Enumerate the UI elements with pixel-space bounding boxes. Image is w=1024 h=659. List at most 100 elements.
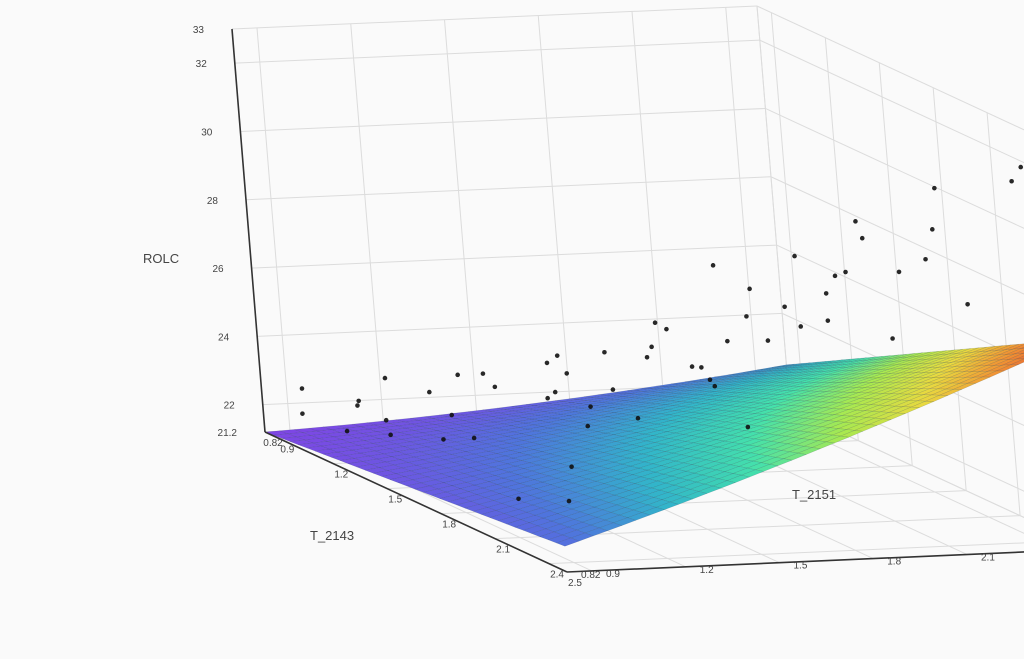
scatter-point (602, 349, 607, 355)
scatter-point (441, 437, 446, 442)
surface-cell (1002, 358, 1024, 366)
scatter-point (388, 432, 393, 438)
scatter-point (449, 412, 455, 418)
scatter-point (569, 464, 574, 470)
z-tick-label: 32 (196, 59, 208, 70)
surface-cell (612, 517, 637, 526)
scatter-point (745, 424, 751, 430)
scatter-point (455, 372, 460, 378)
scatter-point (585, 423, 591, 429)
scatter-point (554, 353, 560, 358)
surface-cell (655, 501, 680, 510)
surface-cell (1006, 348, 1024, 355)
scatter-point (825, 318, 831, 323)
scatter-point (552, 389, 558, 395)
grid-y-wall-1 (256, 27, 291, 431)
grid-x-wall-1 (770, 12, 805, 416)
axis-lines (231, 28, 1024, 573)
grid-z-sidewall-7 (231, 5, 758, 30)
scatter-above-surface (299, 164, 1024, 504)
scatter-point (299, 386, 305, 391)
grid-z-sidewall-2 (257, 312, 783, 337)
surface-cell (598, 522, 623, 532)
scatter-point (707, 377, 713, 382)
scatter-point (923, 256, 928, 262)
scatter-point (382, 375, 388, 381)
scatter-point (355, 403, 360, 408)
scatter-point (747, 286, 752, 292)
scatter-point (699, 365, 704, 370)
z-tick-label: 21.2 (218, 428, 238, 439)
scatter-point (1009, 178, 1014, 184)
scatter-point (843, 269, 848, 275)
y-tick-label: 1.2 (700, 565, 714, 576)
grid-z-sidewall-3 (251, 244, 777, 269)
grid-z-backwall-5 (765, 108, 1024, 229)
surface-cell (555, 537, 580, 547)
grid-z-sidewall-4 (245, 176, 772, 201)
surface-cell (740, 469, 765, 478)
scatter-point (782, 304, 787, 310)
x-tick-label: 1.5 (388, 495, 402, 506)
x-tick-label: 2.4 (550, 570, 564, 581)
x-tick-label: 0.82 (263, 438, 283, 449)
y-tick-label: 1.5 (794, 561, 808, 572)
y-tick-label: 0.9 (606, 569, 620, 580)
scatter-point (545, 395, 550, 401)
scatter-point (516, 496, 521, 502)
x-tick-label: 2.1 (496, 545, 510, 556)
scatter-point (765, 338, 771, 343)
scatter-point (588, 404, 593, 409)
scatter-point (383, 417, 389, 423)
surface-cell (897, 406, 920, 414)
scatter-point (710, 263, 716, 268)
scatter-point (566, 498, 572, 504)
grid-y-wall-2 (350, 23, 385, 427)
surface-cell (697, 485, 722, 494)
scatter-point (832, 273, 838, 279)
scatter-point (300, 411, 305, 416)
surface-cell (996, 364, 1019, 372)
z-tick-label: 28 (207, 196, 219, 207)
scatter-point (480, 371, 486, 376)
scatter-point (890, 336, 895, 341)
y-tick-label: 2.1 (981, 552, 995, 563)
grid-z-backwall-4 (770, 176, 1024, 295)
scatter-point (610, 387, 616, 392)
surface-cell (797, 447, 822, 455)
grid-z-backwall-6 (759, 39, 1024, 164)
x-tick-label: 1.2 (334, 470, 348, 481)
grid-y-wall-4 (537, 15, 572, 419)
grid-z-sidewall-6 (234, 39, 760, 64)
scatter-point (344, 428, 350, 434)
scatter-point (798, 324, 804, 329)
grid-x-wall-4 (932, 87, 967, 491)
z-axis-title: ROLC (143, 251, 179, 266)
surface-cell (939, 388, 962, 396)
scatter-point (823, 291, 829, 296)
scatter-point (896, 269, 902, 275)
z-tick-label: 26 (212, 264, 224, 275)
scatter-point (930, 227, 935, 232)
scatter-point (689, 364, 695, 369)
scatter-point (932, 185, 937, 191)
scatter-point (853, 219, 858, 224)
x-tick-label: 1.8 (442, 520, 456, 531)
grid-y-wall-3 (444, 19, 478, 423)
z-axis-line (231, 28, 266, 433)
grid-z-backwall-7 (756, 5, 1024, 131)
y-axis-line (566, 551, 1024, 573)
z-tick-label: 24 (218, 332, 230, 343)
scatter-point (564, 371, 570, 376)
scatter-point (356, 398, 361, 404)
response-surface[interactable] (264, 339, 1024, 547)
grid-x-wall-5 (986, 112, 1021, 516)
x-tick-label: 0.9 (280, 445, 294, 456)
y-tick-label: 1.8 (887, 557, 901, 568)
x-axis-title: T_2143 (310, 528, 354, 543)
scatter-point (652, 320, 658, 326)
scatter-point (635, 415, 641, 421)
scatter-point (859, 235, 865, 241)
surface-cell (1020, 346, 1024, 349)
